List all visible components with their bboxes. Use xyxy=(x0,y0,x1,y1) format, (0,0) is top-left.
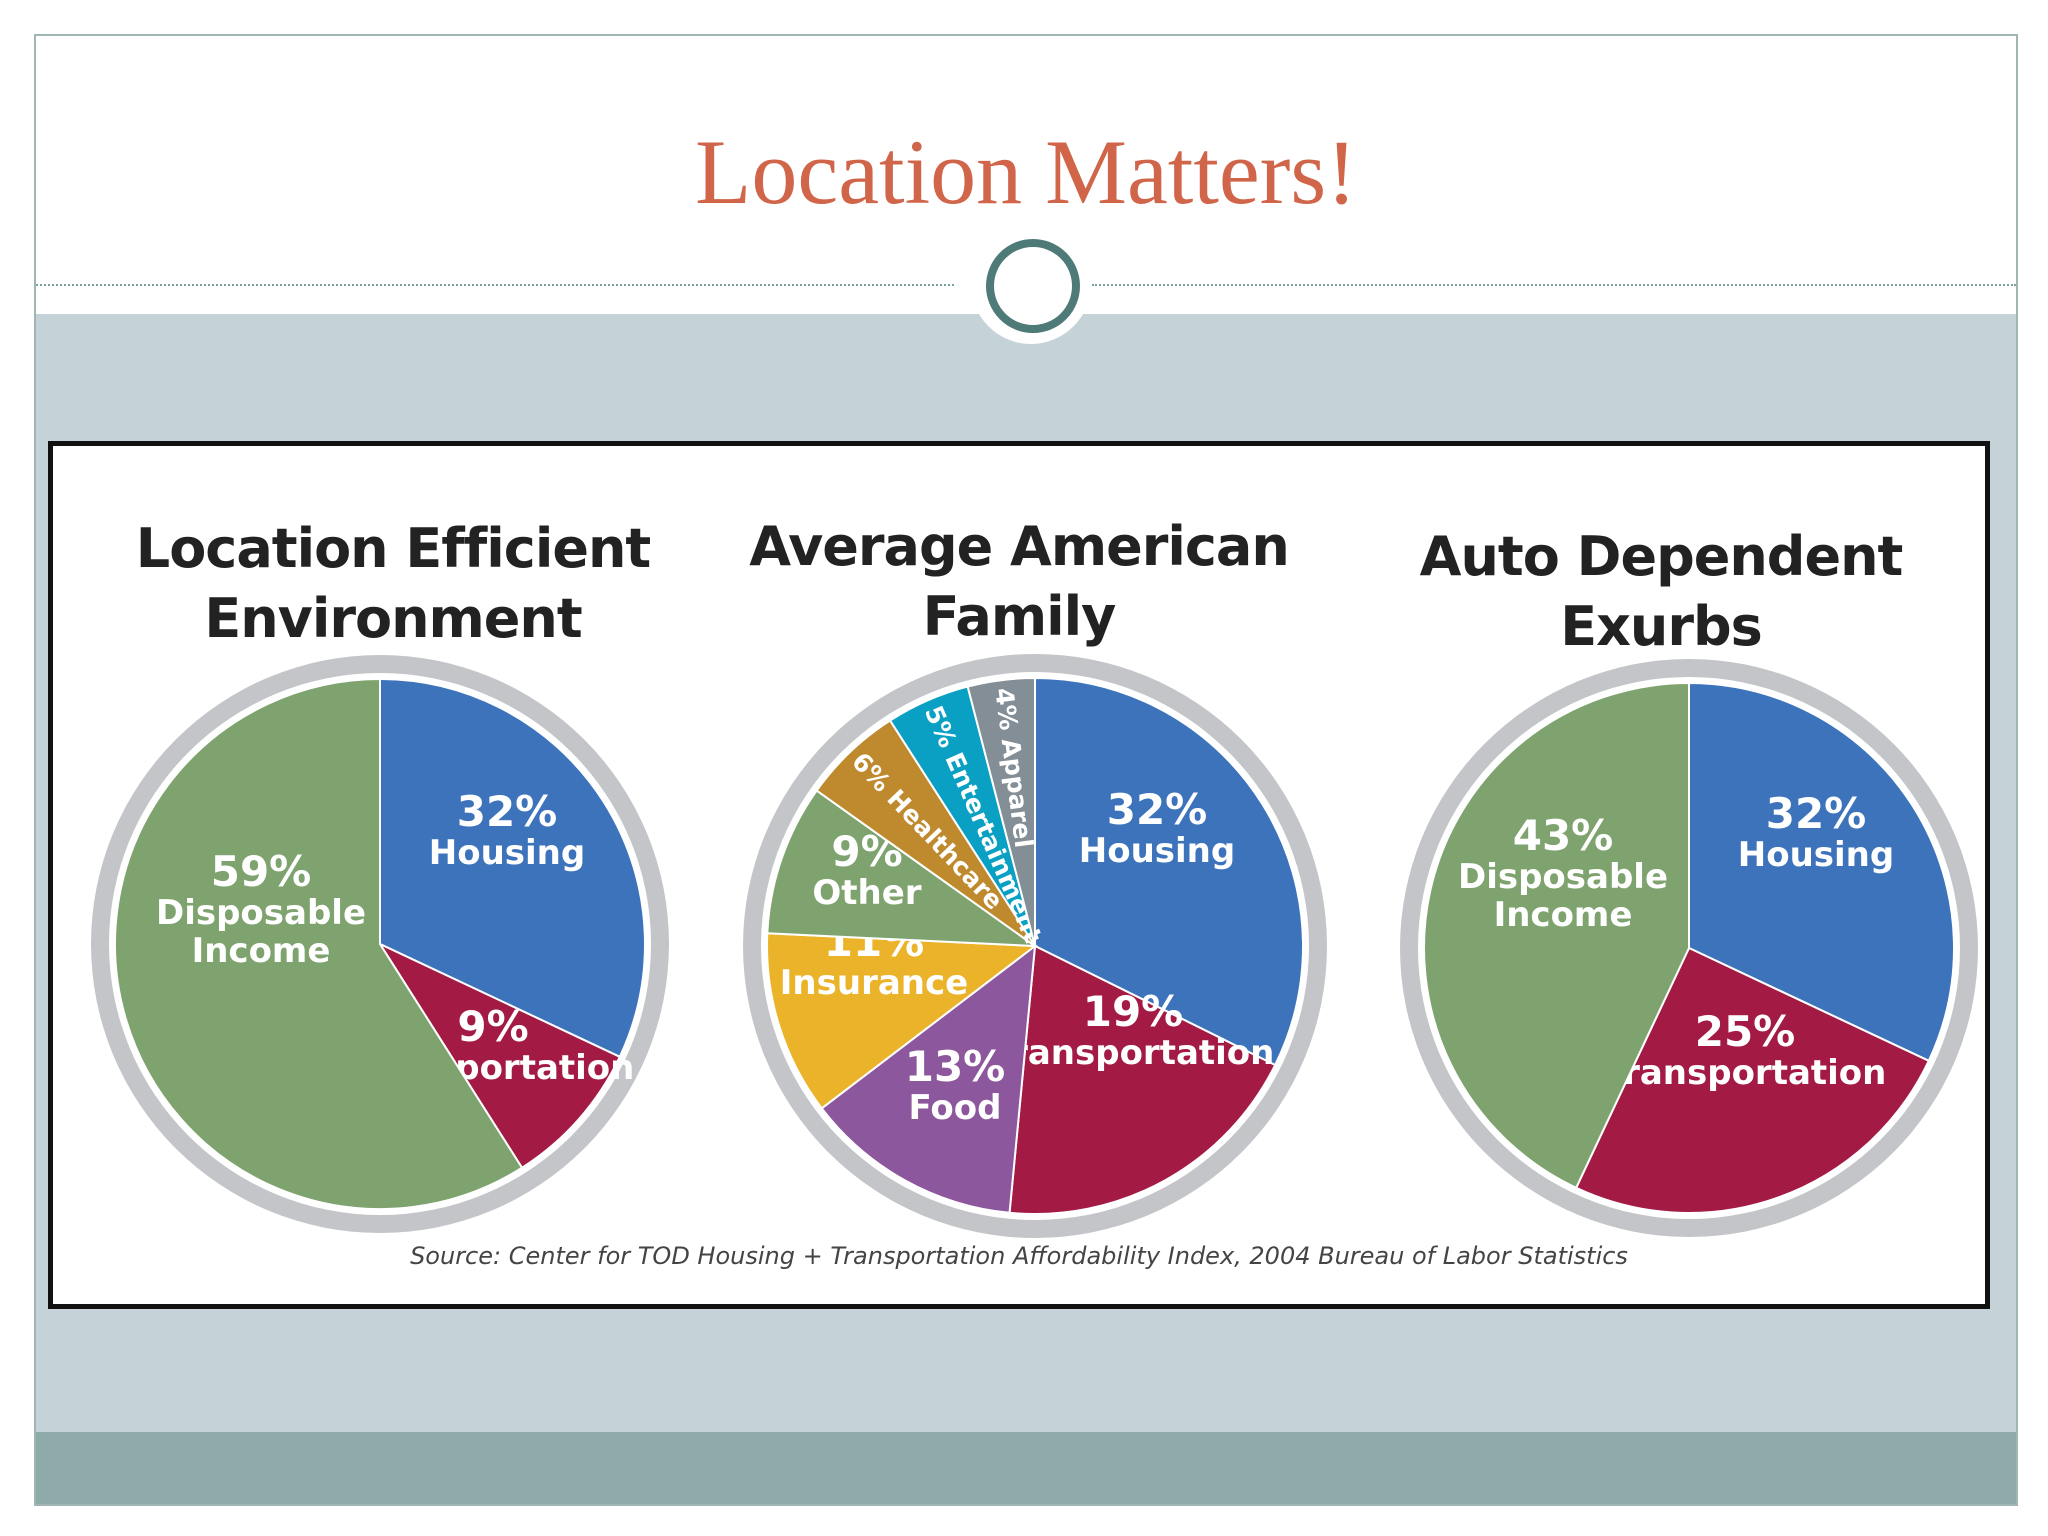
pie-3-label-housing-pct: 32% xyxy=(1766,789,1867,838)
source-note: Source: Center for TOD Housing + Transpo… xyxy=(410,1242,1628,1270)
chart-figure: 32% Housing 9% Transportation 59% Disposable I… xyxy=(48,441,1990,1309)
chart-2-title: Average American Family xyxy=(719,512,1319,652)
pie-chart-1: 32%Housing9%Transportation59%DisposableI… xyxy=(91,655,669,1233)
pie-1-slice-housing xyxy=(379,677,646,1059)
pie-2-label-other-text: Other xyxy=(812,873,921,913)
pie-2-slice-apparel xyxy=(966,676,1036,947)
pie-2-slice-food xyxy=(820,943,1037,1214)
pie-2-label-transportation-pct: 19% xyxy=(1083,987,1184,1036)
pie-3-label-disposable-income-pct: 43% xyxy=(1513,811,1614,860)
chart-3-title-line-1: Auto Dependent xyxy=(1419,525,1904,588)
pie-1-slice-disposable-income xyxy=(114,677,524,1210)
pie-3-slice-housing xyxy=(1688,681,1955,1063)
pie-3-label-disposable-income-text: Income xyxy=(1494,895,1633,935)
pie-1-label-disposable-income-text: Disposable xyxy=(156,893,366,933)
pie-2-label-housing-text: Housing xyxy=(1079,831,1235,871)
pie-3-label-housing-text: Housing xyxy=(1738,835,1894,875)
slide: Location Matters! 32% Housing 9% Transporta… xyxy=(34,34,2018,1506)
pie-1-label-disposable-income-text: Income xyxy=(192,931,331,971)
pie-2-label-food-pct: 13% xyxy=(905,1042,1006,1091)
pie-1-label-disposable-income-pct: 59% xyxy=(211,847,312,896)
pie-2-slice-housing xyxy=(1034,676,1305,1067)
pie-2-slice-other xyxy=(766,789,1039,948)
chart-1-title-line-1: Location Efficient xyxy=(135,517,651,580)
slide-title: Location Matters! xyxy=(695,121,1357,223)
chart-1-title-line-2: Environment xyxy=(204,587,582,650)
pie-1-label-housing-pct: 32% xyxy=(457,787,558,836)
pie-2-label-transportation-text: Transportation xyxy=(992,1033,1275,1073)
chart-2-title-line-1: Average American xyxy=(749,515,1290,578)
chart-1-title: Location Efficient Environment xyxy=(93,514,693,654)
pie-1-slice-transportation xyxy=(377,941,622,1170)
pie-2-label-insurance-text: Insurance xyxy=(780,963,968,1003)
pie-3-slice-transportation xyxy=(1574,946,1931,1214)
chart-3-title: Auto Dependent Exurbs xyxy=(1361,522,1961,662)
circle-ornament xyxy=(971,224,1091,344)
pie-3-label-transportation-text: Transportation xyxy=(1604,1053,1887,1093)
pie-chart-3: 32%Housing 25%Transportation 43%Disposable… xyxy=(1400,659,1978,1237)
chart-3-title-line-2: Exurbs xyxy=(1560,595,1763,658)
pie-chart-2: 32%Housing19%Transportation13%Food11%Ins… xyxy=(743,654,1327,1238)
pie-3-label-transportation-pct: 25% xyxy=(1695,1007,1796,1056)
title-divider-right xyxy=(1092,284,2016,286)
pie-2-slice-insurance xyxy=(766,932,1038,1110)
chart-2-title-line-2: Family xyxy=(922,585,1117,648)
pie-3-slice-disposable-income xyxy=(1423,681,1690,1190)
pie-2-slice-transportation xyxy=(1008,944,1277,1215)
footer-band xyxy=(36,1432,2016,1504)
pie-1-label-housing-text: Housing xyxy=(429,833,585,873)
pie-1-label-transportation-pct: 9% xyxy=(457,1002,528,1051)
pie-2-label-food-text: Food xyxy=(909,1088,1002,1128)
pie-3-label-disposable-income-text: Disposable xyxy=(1458,857,1668,897)
title-divider-left xyxy=(36,284,954,286)
pie-charts: 32%Housing9%Transportation59%DisposableI… xyxy=(91,654,1978,1238)
pie-2-label-housing-pct: 32% xyxy=(1107,785,1208,834)
